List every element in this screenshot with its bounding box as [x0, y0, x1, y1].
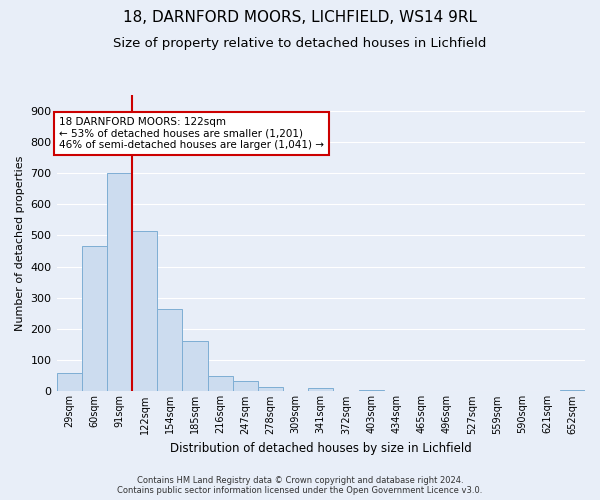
Bar: [56, 372, 82, 392]
Bar: [359, 390, 383, 392]
Bar: [208, 376, 233, 392]
Bar: [132, 230, 157, 392]
Text: Size of property relative to detached houses in Lichfield: Size of property relative to detached ho…: [113, 38, 487, 51]
Bar: [82, 246, 107, 392]
Bar: [560, 390, 585, 392]
Bar: [308, 388, 334, 392]
Bar: [107, 173, 132, 392]
Bar: [182, 342, 208, 392]
Text: Contains HM Land Registry data © Crown copyright and database right 2024.
Contai: Contains HM Land Registry data © Crown c…: [118, 476, 482, 495]
Bar: [258, 386, 283, 392]
Text: 18 DARNFORD MOORS: 122sqm
← 53% of detached houses are smaller (1,201)
46% of se: 18 DARNFORD MOORS: 122sqm ← 53% of detac…: [59, 117, 324, 150]
Y-axis label: Number of detached properties: Number of detached properties: [15, 156, 25, 331]
X-axis label: Distribution of detached houses by size in Lichfield: Distribution of detached houses by size …: [170, 442, 472, 455]
Bar: [157, 308, 182, 392]
Text: 18, DARNFORD MOORS, LICHFIELD, WS14 9RL: 18, DARNFORD MOORS, LICHFIELD, WS14 9RL: [123, 10, 477, 25]
Bar: [233, 381, 258, 392]
